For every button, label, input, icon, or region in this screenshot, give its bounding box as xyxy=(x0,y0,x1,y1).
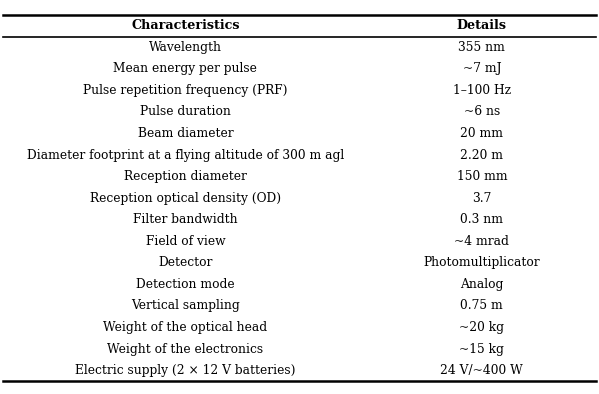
Text: ~6 ns: ~6 ns xyxy=(464,106,500,119)
Text: ~7 mJ: ~7 mJ xyxy=(462,62,501,75)
Text: Filter bandwidth: Filter bandwidth xyxy=(133,213,238,226)
Text: Reception diameter: Reception diameter xyxy=(124,170,247,183)
Text: Detector: Detector xyxy=(158,256,213,269)
Text: Details: Details xyxy=(457,19,507,32)
Text: 0.75 m: 0.75 m xyxy=(461,299,503,312)
Text: ~4 mrad: ~4 mrad xyxy=(455,235,509,248)
Text: Diameter footprint at a flying altitude of 300 m agl: Diameter footprint at a flying altitude … xyxy=(27,149,344,162)
Text: Mean energy per pulse: Mean energy per pulse xyxy=(113,62,258,75)
Text: 1–100 Hz: 1–100 Hz xyxy=(453,84,511,97)
Text: 355 nm: 355 nm xyxy=(458,41,506,54)
Text: 2.20 m: 2.20 m xyxy=(461,149,503,162)
Text: Pulse duration: Pulse duration xyxy=(140,106,231,119)
Text: Detection mode: Detection mode xyxy=(136,278,235,291)
Text: 20 mm: 20 mm xyxy=(461,127,503,140)
Text: 150 mm: 150 mm xyxy=(456,170,507,183)
Text: Characteristics: Characteristics xyxy=(131,19,240,32)
Text: 3.7: 3.7 xyxy=(472,192,492,204)
Text: 24 V/~400 W: 24 V/~400 W xyxy=(440,364,523,377)
Text: Field of view: Field of view xyxy=(146,235,225,248)
Text: Weight of the optical head: Weight of the optical head xyxy=(103,321,267,334)
Text: ~15 kg: ~15 kg xyxy=(459,342,504,355)
Text: Analog: Analog xyxy=(460,278,504,291)
Text: Beam diameter: Beam diameter xyxy=(138,127,233,140)
Text: 0.3 nm: 0.3 nm xyxy=(461,213,503,226)
Text: Photomultiplicator: Photomultiplicator xyxy=(423,256,540,269)
Text: Reception optical density (OD): Reception optical density (OD) xyxy=(90,192,281,204)
Text: ~20 kg: ~20 kg xyxy=(459,321,504,334)
Text: Vertical sampling: Vertical sampling xyxy=(131,299,240,312)
Text: Weight of the electronics: Weight of the electronics xyxy=(107,342,264,355)
Text: Pulse repetition frequency (PRF): Pulse repetition frequency (PRF) xyxy=(83,84,288,97)
Text: Electric supply (2 × 12 V batteries): Electric supply (2 × 12 V batteries) xyxy=(75,364,295,377)
Text: Wavelength: Wavelength xyxy=(149,41,222,54)
